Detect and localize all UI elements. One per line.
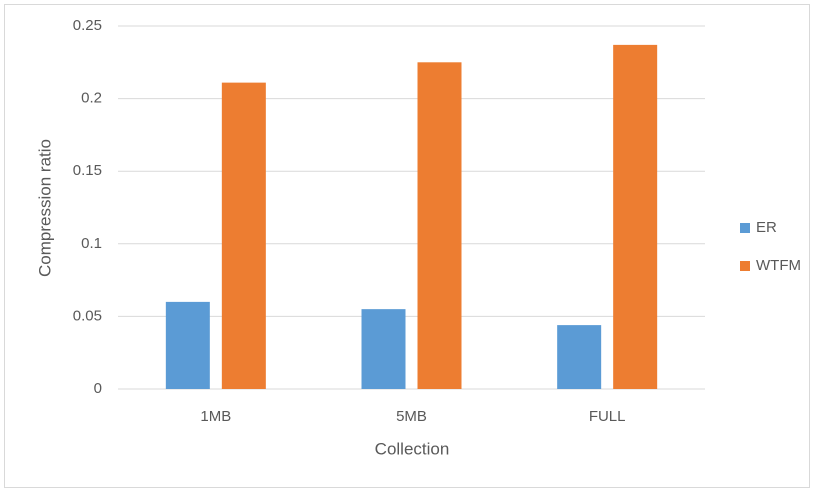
legend-swatch [740, 261, 750, 271]
legend-label: WTFM [756, 257, 801, 274]
x-tick-label: 5MB [396, 408, 427, 425]
legend-swatch [740, 223, 750, 233]
bar [361, 309, 406, 389]
y-tick-label: 0.15 [73, 162, 102, 179]
y-axis-title: Compression ratio [35, 139, 54, 277]
y-tick-label: 0.05 [73, 307, 102, 324]
y-tick-label: 0 [94, 380, 102, 397]
bar [221, 82, 266, 390]
bar [165, 301, 210, 389]
bar [557, 325, 602, 389]
chart-border [4, 4, 810, 488]
y-tick-label: 0.2 [81, 90, 102, 107]
x-axis-title: Collection [375, 439, 450, 458]
x-tick-label: 1MB [200, 408, 231, 425]
y-tick-label: 0.25 [73, 17, 102, 34]
legend-label: ER [756, 219, 777, 236]
bar [613, 44, 658, 389]
x-tick-label: FULL [589, 408, 626, 425]
y-tick-label: 0.1 [81, 235, 102, 252]
bar [417, 62, 462, 390]
